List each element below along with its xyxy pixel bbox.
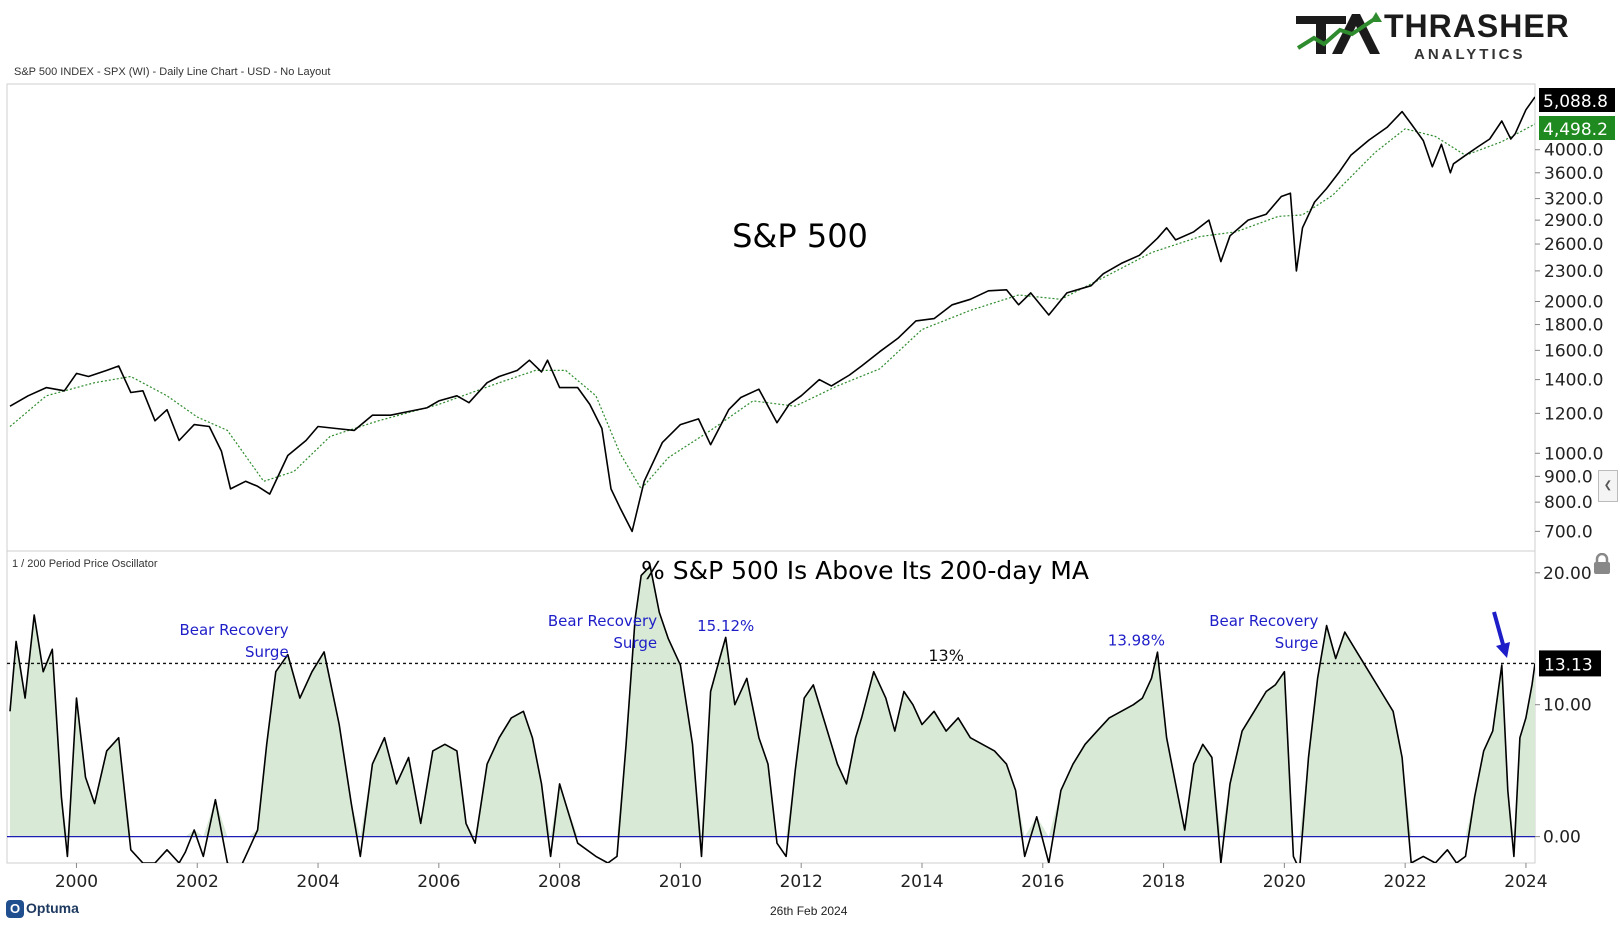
x-tick-label: 2012 (780, 872, 823, 892)
last-price-box (1539, 88, 1615, 112)
osc-y-tick-label: 0.00 (1543, 828, 1581, 848)
y-tick-label: 1400.0 (1544, 371, 1603, 391)
y-tick-label: 3600.0 (1544, 164, 1603, 184)
brand-name: THRASHER (1384, 8, 1570, 44)
x-tick-label: 2000 (55, 872, 98, 892)
thrasher-analytics-logo: THRASHER ANALYTICS (1292, 8, 1569, 63)
optuma-icon: O (6, 900, 24, 918)
osc-y-tick-label: 10.00 (1543, 696, 1592, 716)
x-tick-label: 2020 (1263, 872, 1306, 892)
oscillator-panel (7, 565, 1535, 863)
annotation-label: Bear Recovery (548, 612, 657, 630)
y-tick-label: 1200.0 (1544, 404, 1603, 424)
annotation-label-line2: Surge (245, 643, 289, 661)
x-tick-label: 2010 (659, 872, 702, 892)
y-tick-label: 700.0 (1544, 522, 1593, 542)
x-tick-label: 2016 (1021, 872, 1064, 892)
chart-frame (6, 83, 1536, 864)
annotation-label: Bear Recovery (179, 621, 288, 639)
oscillator-line (9, 565, 1535, 863)
ref-value-box (1539, 650, 1601, 677)
x-tick-label: 2024 (1504, 872, 1547, 892)
y-tick-label: 4000.0 (1544, 141, 1603, 161)
footer-date: 26th Feb 2024 (770, 904, 848, 918)
annotations: Bear Recovery Surge Bear Recovery Surge 15.1… (179, 612, 1318, 665)
annotation-label-line2: Surge (1275, 634, 1319, 652)
y-tick-label: 1600.0 (1544, 341, 1603, 361)
x-tick-label: 2014 (900, 872, 943, 892)
lock-icon[interactable] (1591, 553, 1613, 575)
x-tick-label: 2018 (1142, 872, 1185, 892)
y-tick-label: 2600.0 (1544, 235, 1603, 255)
chart-subtitle: S&P 500 INDEX - SPX (WI) - Daily Line Ch… (14, 66, 331, 78)
ref-value-label: 13.13 (1544, 655, 1593, 675)
price-panel-title: S&P 500 (732, 217, 868, 255)
price-panel (9, 96, 1535, 533)
ma-value-box (1539, 116, 1615, 140)
annotation-label: 13.98% (1108, 631, 1165, 649)
down-arrow-icon (1492, 611, 1510, 658)
annotation-label: 15.12% (697, 617, 754, 635)
y-tick-label: 1000.0 (1544, 444, 1603, 464)
x-tick-label: 2002 (176, 872, 219, 892)
x-tick-label: 2008 (538, 872, 581, 892)
y-tick-label: 900.0 (1544, 467, 1593, 487)
ma-value-label: 4,498.2 (1543, 120, 1608, 140)
scroll-right-button[interactable]: ❮ (1598, 470, 1618, 502)
last-price-label: 5,088.8 (1543, 92, 1608, 112)
x-tick-label: 2022 (1384, 872, 1427, 892)
x-axis: 2000 2002 2004 2006 2008 2010 2012 2014 2016 2018… (55, 863, 1548, 892)
oscillator-panel-label: 1 / 200 Period Price Oscillator (12, 558, 158, 570)
annotation-label: 13% (928, 646, 964, 665)
price-y-axis: 700.0 800.0 900.0 1000.0 1200.0 1400.0 1600.0 1… (1535, 88, 1615, 542)
oscillator-y-axis: 0.00 10.00 20.00 13.13 (1535, 564, 1601, 848)
ta-logo-icon (1296, 12, 1382, 54)
ma-200-line (9, 123, 1535, 490)
optuma-name: Optuma (26, 900, 79, 916)
y-tick-label: 3200.0 (1544, 190, 1603, 210)
y-tick-label: 2000.0 (1544, 292, 1603, 312)
x-tick-label: 2006 (417, 872, 460, 892)
brand-sub: ANALYTICS (1414, 46, 1526, 63)
y-tick-label: 1800.0 (1544, 316, 1603, 336)
oscillator-panel-title: % S&P 500 Is Above Its 200-day MA (641, 556, 1089, 585)
optuma-logo: O Optuma (6, 900, 79, 918)
annotation-label-line2: Surge (613, 634, 657, 652)
y-tick-label: 2900.0 (1544, 211, 1603, 231)
price-line (9, 96, 1535, 533)
osc-y-tick-label: 20.00 (1543, 564, 1592, 584)
y-tick-label: 2300.0 (1544, 262, 1603, 282)
annotation-label: Bear Recovery (1209, 612, 1318, 630)
oscillator-area (10, 566, 1535, 837)
x-tick-label: 2004 (296, 872, 339, 892)
y-tick-label: 800.0 (1544, 493, 1593, 513)
